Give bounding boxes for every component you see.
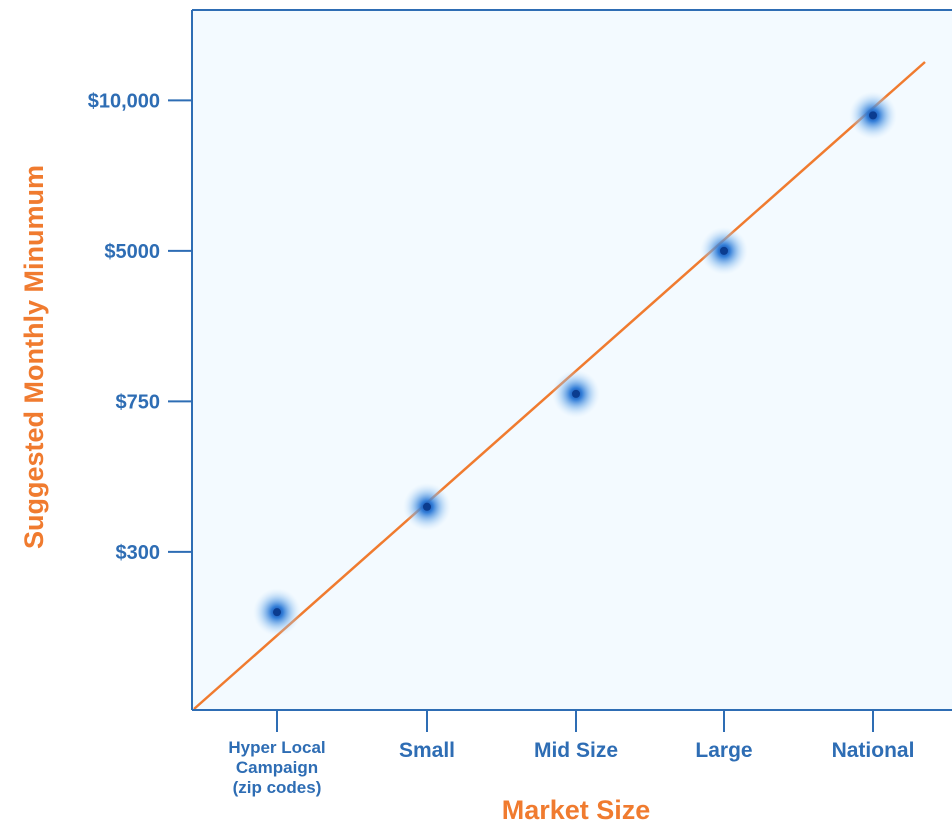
y-tick-label: $750 [116, 391, 161, 413]
y-tick-label: $10,000 [88, 90, 160, 112]
y-tick-label: $5000 [104, 241, 160, 263]
data-point [849, 91, 897, 140]
x-tick-label: National [832, 739, 915, 762]
x-tick-label-line: National [832, 739, 915, 762]
plot-area [192, 10, 952, 710]
x-tick-label-line: Small [399, 739, 455, 762]
x-tick-label: Large [695, 739, 752, 762]
y-axis-title: Suggested Monthly Minumum [19, 165, 49, 549]
x-tick-label-line: Mid Size [534, 739, 618, 762]
x-tick-label-line: Large [695, 739, 752, 762]
y-tick-label: $300 [116, 542, 161, 564]
x-axis-title: Market Size [502, 795, 651, 823]
x-tick-label: Mid Size [534, 739, 618, 762]
data-point [403, 482, 451, 531]
x-tick-label-line: Campaign [236, 758, 318, 777]
x-tick-label: Small [399, 739, 455, 762]
data-point [700, 226, 748, 275]
x-tick-label-line: (zip codes) [233, 778, 322, 797]
data-point [253, 588, 301, 637]
data-point [552, 369, 600, 418]
x-tick-label-line: Hyper Local [228, 738, 325, 757]
